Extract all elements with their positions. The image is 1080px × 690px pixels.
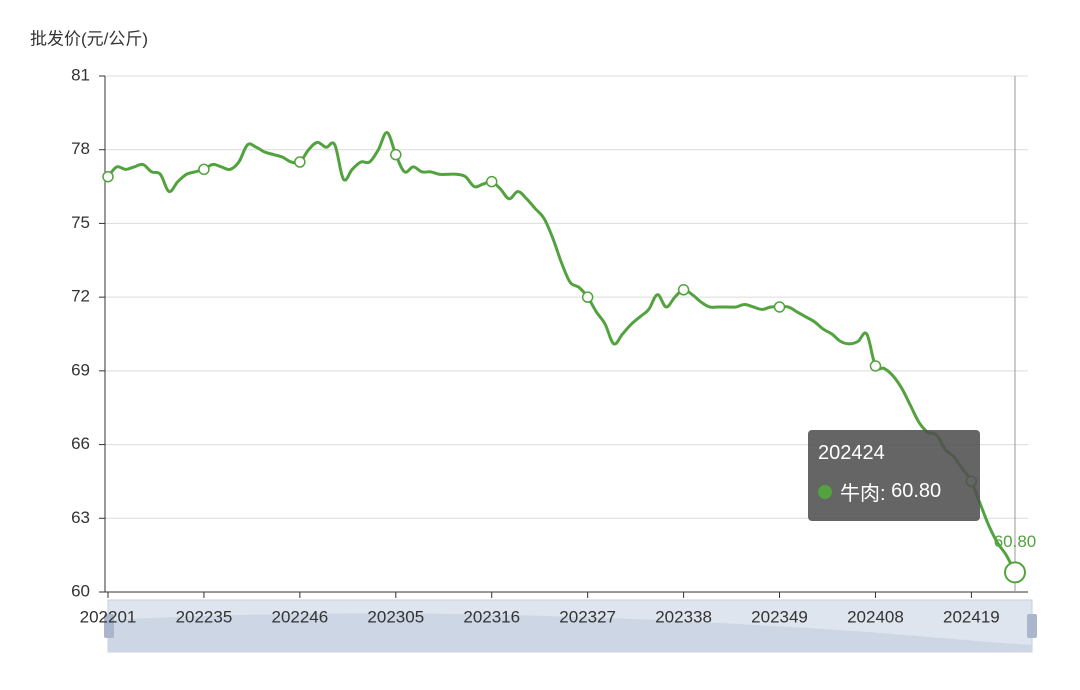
data-zoom[interactable] bbox=[104, 599, 1037, 653]
y-tick-label: 66 bbox=[71, 434, 90, 453]
tooltip-marker bbox=[818, 484, 832, 499]
x-tick-label: 202246 bbox=[271, 607, 328, 626]
y-tick-label: 60 bbox=[71, 581, 90, 600]
x-tick-label: 202235 bbox=[176, 607, 233, 626]
y-tick-label: 63 bbox=[71, 508, 90, 527]
series-line bbox=[106, 131, 1017, 574]
y-axis-title: 批发价(元/公斤) bbox=[30, 29, 148, 48]
x-tick-label: 202327 bbox=[559, 607, 616, 626]
x-tick-label: 202201 bbox=[80, 607, 137, 626]
zoom-handle[interactable] bbox=[104, 614, 114, 638]
y-tick-label: 81 bbox=[71, 65, 90, 84]
x-tick-label: 202408 bbox=[847, 607, 904, 626]
y-tick-label: 69 bbox=[71, 360, 90, 379]
y-tick-label: 78 bbox=[71, 139, 90, 158]
x-tick-label: 202349 bbox=[751, 607, 808, 626]
tooltip-series: 牛肉 bbox=[840, 477, 891, 506]
point-marker bbox=[198, 163, 210, 176]
x-tick-label: 202305 bbox=[367, 607, 424, 626]
point-marker bbox=[102, 170, 114, 183]
y-tick-label: 72 bbox=[71, 287, 90, 306]
tooltip-value: 60.80 bbox=[891, 480, 942, 502]
tooltip-row: 牛肉 60.80 bbox=[818, 477, 970, 506]
x-tick-label: 202338 bbox=[655, 607, 712, 626]
x-tick-label: 202316 bbox=[463, 607, 520, 626]
tooltip-title: 202424 bbox=[818, 442, 885, 464]
point-marker bbox=[773, 301, 786, 313]
data-label: 60.80 bbox=[994, 532, 1037, 551]
tooltip: 202424 牛肉 60.80 bbox=[808, 430, 980, 521]
point-marker bbox=[677, 284, 690, 296]
point-marker bbox=[390, 148, 402, 161]
y-tick-label: 75 bbox=[71, 213, 90, 232]
x-tick-label: 202419 bbox=[943, 607, 1000, 626]
zoom-handle[interactable] bbox=[1027, 614, 1037, 638]
zoom-shadow bbox=[108, 613, 1032, 652]
point-marker bbox=[485, 175, 498, 188]
point-marker bbox=[581, 291, 594, 303]
point-marker bbox=[294, 156, 306, 168]
point-marker bbox=[869, 360, 882, 372]
point-marker-active bbox=[1004, 561, 1026, 584]
